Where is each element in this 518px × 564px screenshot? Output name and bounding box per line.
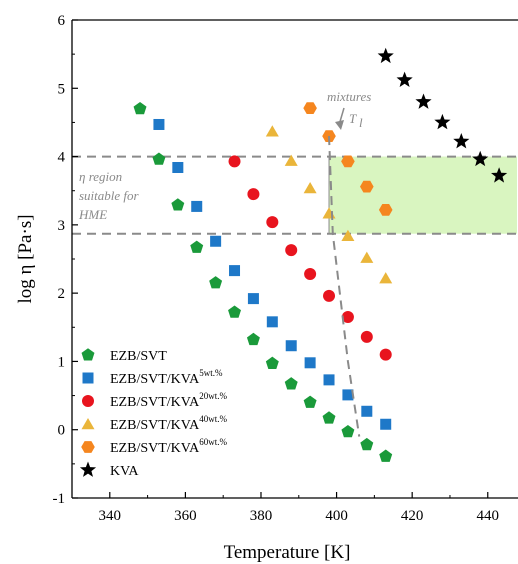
x-tick-label-400: 400 xyxy=(325,508,348,524)
hme-shaded-area xyxy=(329,156,517,234)
legend: EZB/SVT EZB/SVT/KVA5wt.% EZB/SVT/KVA20wt.%… xyxy=(79,348,227,479)
legend-marker-1 xyxy=(82,372,94,384)
data-point-s1-9 xyxy=(323,374,335,386)
data-point-s0-7 xyxy=(265,356,279,369)
data-point-s4-4 xyxy=(378,203,393,216)
x-axis-title: Temperature [K] xyxy=(224,542,351,563)
legend-label-2: EZB/SVT/KVA20wt.% xyxy=(110,391,227,410)
data-point-s1-3 xyxy=(210,235,222,247)
data-point-s2-5 xyxy=(323,289,336,302)
data-point-s3-1 xyxy=(284,154,298,166)
data-point-s2-8 xyxy=(379,348,392,361)
data-point-s0-0 xyxy=(133,101,147,115)
y-tick-label-2: 2 xyxy=(58,286,66,302)
legend-marker-0 xyxy=(81,348,95,361)
legend-marker-4 xyxy=(81,441,95,453)
y-tick-label-4: 4 xyxy=(58,150,66,166)
legend-label-5: KVA xyxy=(110,464,139,479)
hme-label-line2: suitable for xyxy=(79,188,140,203)
data-point-s5-3 xyxy=(434,113,451,130)
axes: 340 360 380 400 420 440 -1 0 1 2 3 4 5 6 Temperature [… xyxy=(15,13,518,563)
data-point-s5-0 xyxy=(377,47,394,64)
data-point-s2-6 xyxy=(341,311,354,324)
x-tick-label-440: 440 xyxy=(477,508,500,524)
data-point-s1-2 xyxy=(191,200,203,212)
x-tick-label-340: 340 xyxy=(99,508,122,524)
hme-label-line3: HME xyxy=(78,207,107,222)
data-point-s1-11 xyxy=(361,405,373,417)
data-point-s0-1 xyxy=(152,152,166,165)
x-tick-label-360: 360 xyxy=(174,508,197,524)
data-point-s5-1 xyxy=(396,71,413,87)
hme-label-line1: η region xyxy=(79,169,122,184)
data-point-s4-2 xyxy=(341,155,355,168)
legend-marker-2 xyxy=(82,395,94,407)
legend-marker-3 xyxy=(81,418,95,430)
tl-dashed-line xyxy=(328,136,361,437)
data-point-s2-0 xyxy=(228,155,241,168)
data-markers xyxy=(133,47,508,462)
hme-region xyxy=(72,155,518,235)
x-tick-label-420: 420 xyxy=(401,508,424,524)
data-point-s1-6 xyxy=(266,316,278,328)
legend-label-1: EZB/SVT/KVA5wt.% xyxy=(110,368,223,387)
tl-symbol-sub: l xyxy=(359,115,363,130)
data-point-s2-4 xyxy=(304,268,317,281)
data-point-s0-5 xyxy=(228,305,241,318)
data-point-s0-11 xyxy=(341,424,355,438)
data-point-s2-1 xyxy=(247,188,260,201)
data-point-s1-10 xyxy=(342,389,354,401)
tl-symbol: T xyxy=(349,111,357,126)
data-point-s3-6 xyxy=(379,272,393,284)
data-point-s0-9 xyxy=(303,395,317,408)
y-tick-label-6: 6 xyxy=(58,13,66,29)
y-axis-title: log η [Pa·s] xyxy=(15,214,36,303)
data-point-s0-10 xyxy=(322,411,336,424)
data-point-s1-1 xyxy=(172,161,184,173)
data-point-s5-2 xyxy=(415,93,432,109)
y-tick-label-5: 5 xyxy=(58,81,66,97)
data-point-s1-5 xyxy=(247,293,259,305)
data-point-s0-2 xyxy=(171,198,185,211)
data-point-s5-4 xyxy=(453,133,470,149)
legend-marker-5 xyxy=(79,461,97,477)
data-point-s0-4 xyxy=(209,276,223,289)
data-point-s0-13 xyxy=(379,449,393,462)
data-point-s1-0 xyxy=(153,118,165,130)
data-point-s4-0 xyxy=(303,102,317,114)
legend-label-3: EZB/SVT/KVA40wt.% xyxy=(110,414,227,433)
data-point-s3-0 xyxy=(265,125,279,137)
data-point-s5-6 xyxy=(491,167,508,183)
data-point-s2-2 xyxy=(266,216,279,229)
data-point-s3-5 xyxy=(360,251,374,263)
data-point-s2-3 xyxy=(285,244,298,257)
annotations: η region suitable for HME mixtures T l xyxy=(78,89,371,437)
data-point-s1-7 xyxy=(285,340,297,352)
data-point-s2-7 xyxy=(360,330,373,343)
data-point-s3-2 xyxy=(303,181,317,194)
mixtures-arrow-head xyxy=(335,120,344,130)
mixtures-label: mixtures xyxy=(327,89,371,104)
data-point-s0-12 xyxy=(360,437,374,451)
data-point-s0-8 xyxy=(284,377,298,390)
legend-label-0: EZB/SVT xyxy=(110,349,167,364)
data-point-s1-8 xyxy=(304,357,316,369)
data-point-s0-6 xyxy=(246,332,260,346)
y-tick-label-3: 3 xyxy=(58,218,66,234)
y-tick-label-1: 1 xyxy=(58,354,66,370)
data-point-s4-3 xyxy=(360,180,374,193)
y-tick-label-0: 0 xyxy=(58,423,66,439)
data-point-s1-12 xyxy=(380,418,392,430)
data-point-s0-3 xyxy=(190,240,204,253)
data-point-s5-5 xyxy=(472,150,489,167)
x-tick-label-380: 380 xyxy=(250,508,273,524)
y-tick-label--1: -1 xyxy=(53,491,66,507)
data-point-s1-4 xyxy=(229,265,241,277)
legend-label-4: EZB/SVT/KVA60wt.% xyxy=(110,437,227,456)
data-point-s3-4 xyxy=(341,229,355,242)
